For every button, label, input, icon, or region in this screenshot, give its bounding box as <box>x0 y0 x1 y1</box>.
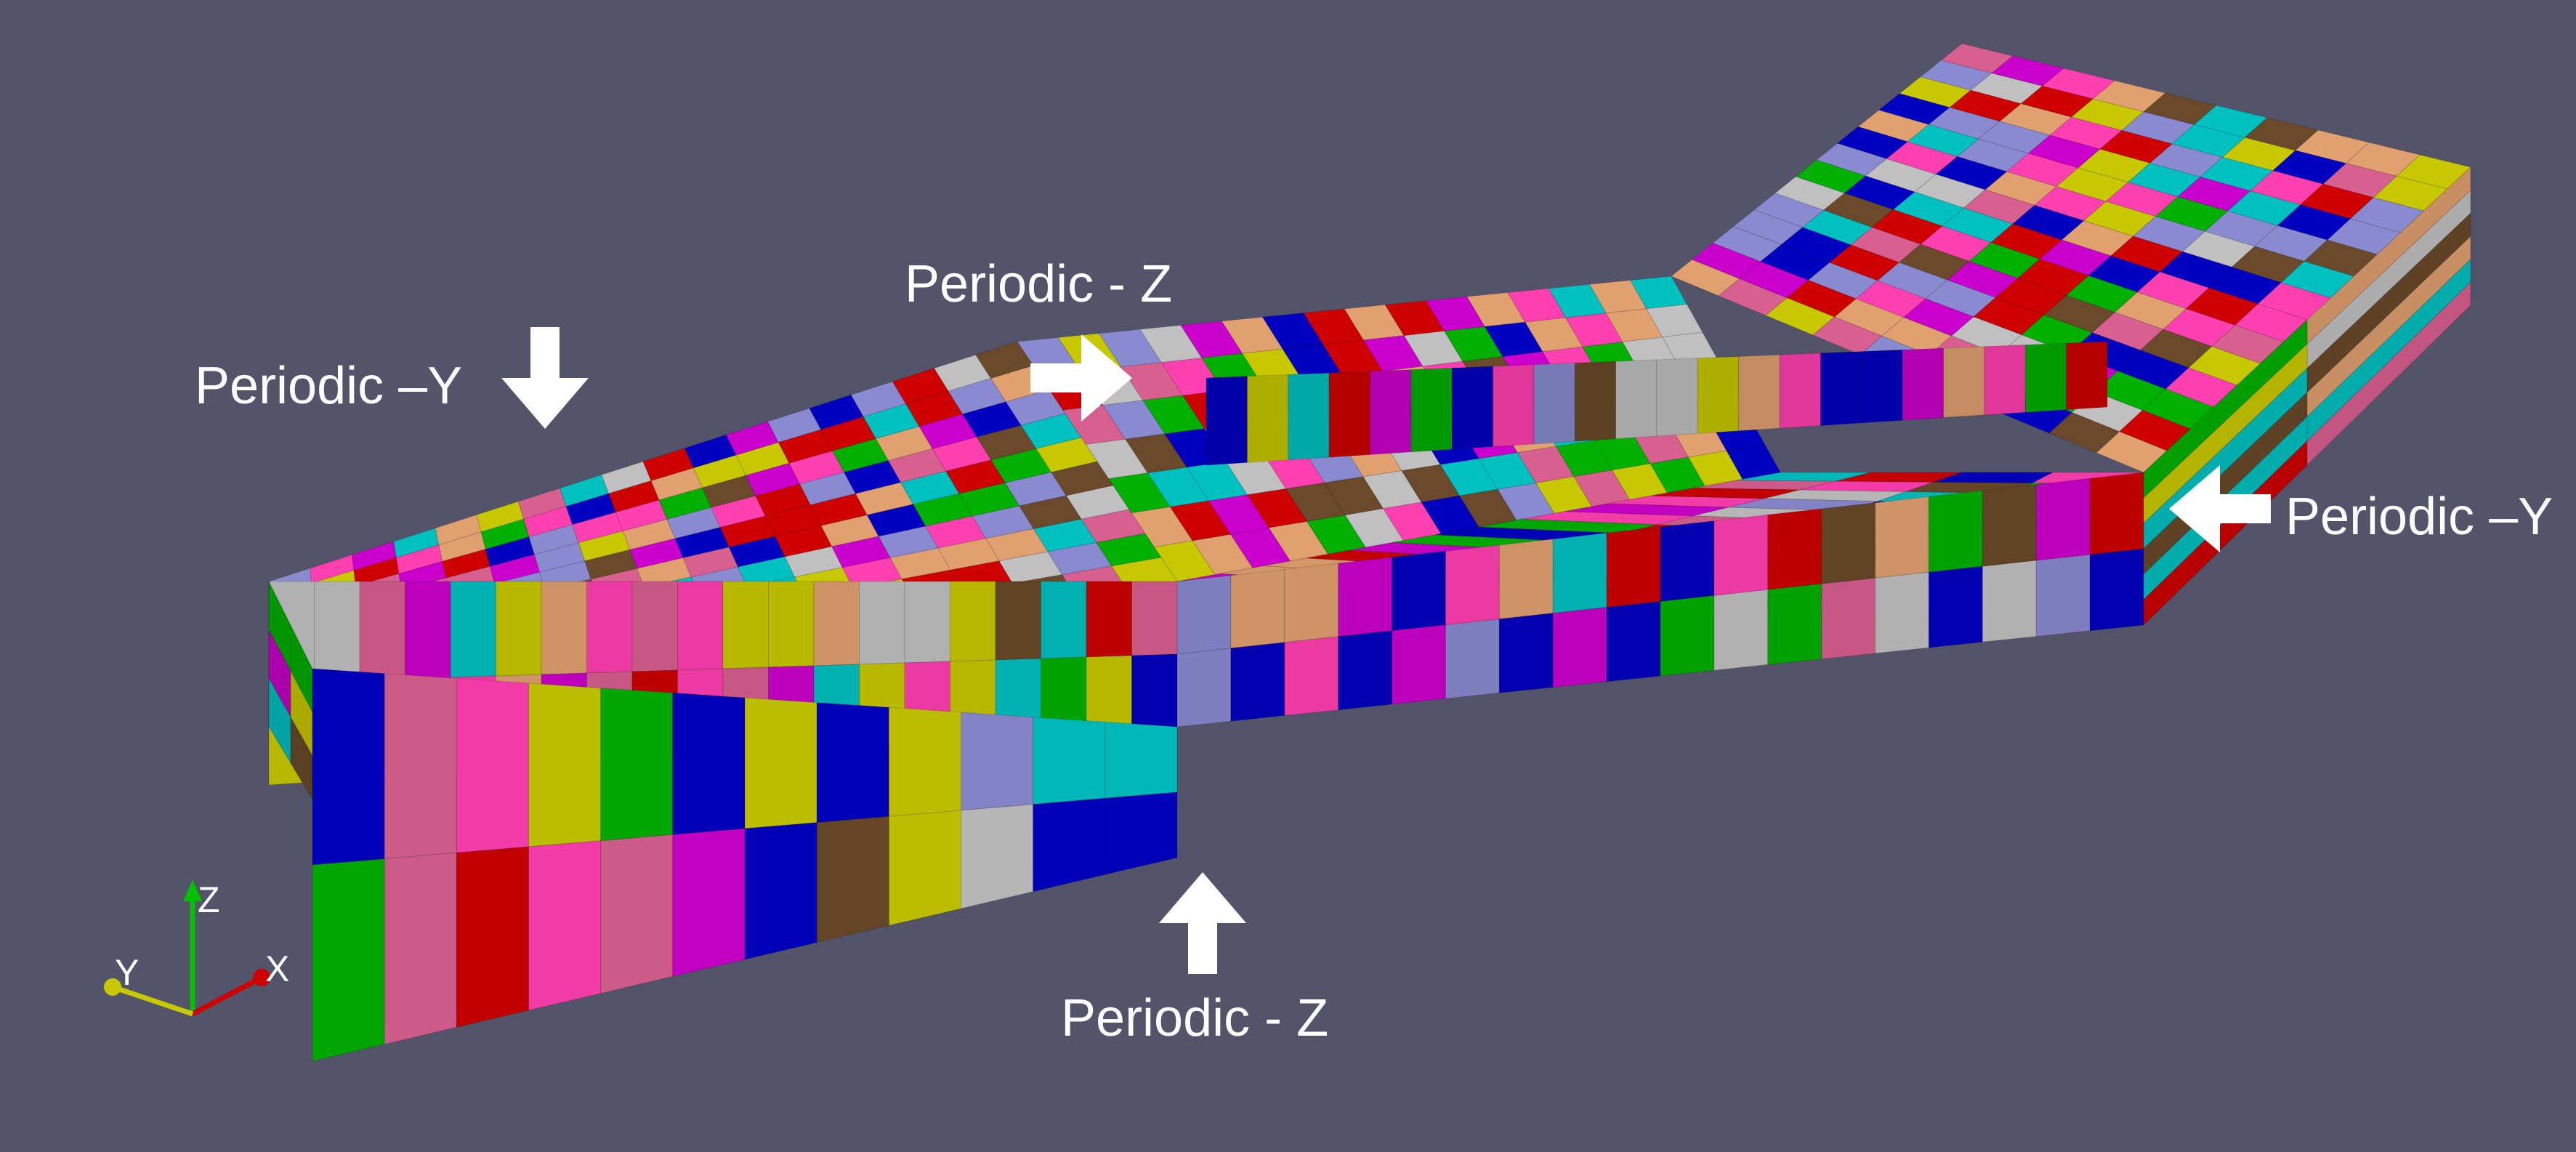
mesh-side-end-right <box>2143 440 2308 627</box>
y-axis-head <box>104 978 121 996</box>
x-axis-label: X <box>265 948 289 989</box>
label-periodic-z-bottom: Periodic - Z <box>1061 989 1329 1047</box>
arrow-up-icon <box>1159 872 1246 974</box>
mesh-side-bottom <box>1105 792 1178 875</box>
arrow-down-icon <box>501 327 589 429</box>
label-periodic-z-top: Periodic - Z <box>905 255 1173 313</box>
arrow-right-icon <box>1030 334 1132 422</box>
mesh-notch-wall <box>2066 341 2108 411</box>
mesh-side-end-left-shade <box>269 581 312 799</box>
label-periodic-y-right: Periodic –Y <box>2285 488 2553 546</box>
z-axis-head <box>183 879 202 901</box>
x-axis-line <box>191 975 263 1017</box>
y-axis-line <box>111 984 194 1017</box>
y-axis-label: Y <box>115 952 139 993</box>
label-periodic-y-left: Periodic –Y <box>195 357 463 415</box>
z-axis-label: Z <box>198 879 220 920</box>
mesh-notch-wall-shade <box>1206 342 2107 465</box>
x-axis-head <box>253 969 270 986</box>
mesh-side-bottom-shade <box>312 669 1177 1061</box>
arrow-left-icon <box>2169 465 2271 552</box>
axes-triad: Z X Y <box>104 879 289 1017</box>
mesh-side-front-right-shade <box>1177 472 2144 727</box>
